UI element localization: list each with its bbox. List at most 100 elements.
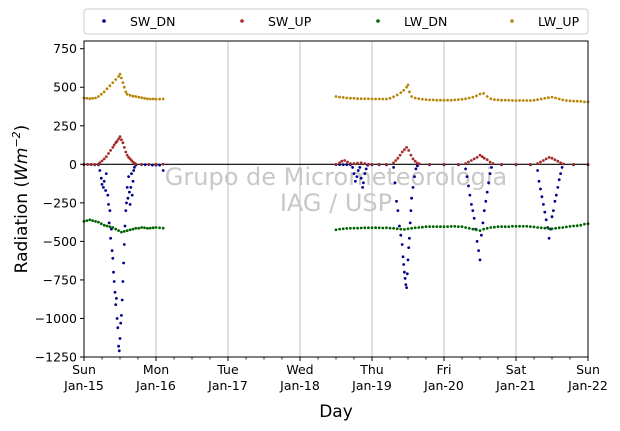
point-lw-up-7 [102,90,106,94]
point-sw-dn-73 [364,167,368,171]
point-sw-dn-70 [361,186,364,189]
point-sw-dn-100 [414,167,418,171]
point-sw-up-83 [556,159,560,163]
point-lw-dn-54 [428,225,431,229]
point-lw-dn-57 [439,225,442,229]
point-lw-dn-28 [334,228,338,232]
point-lw-up-66 [453,98,457,102]
y-axis-label-exponent: −2 [10,131,23,147]
point-sw-dn-72 [363,172,367,176]
point-sw-dn-119 [484,199,488,203]
point-sw-dn-52 [143,163,147,167]
point-lw-up-17 [124,90,128,94]
point-sw-up-80 [547,156,551,159]
point-sw-up-21 [125,153,129,157]
point-lw-up-42 [374,97,377,101]
point-sw-dn-7 [100,183,104,186]
point-sw-up-45 [385,162,388,166]
x-axis: SunJan-15MonJan-16TueJan-17WedJan-18ThuJ… [63,357,608,393]
point-sw-up-82 [553,158,557,162]
point-lw-dn-75 [503,225,507,229]
point-sw-up-37 [349,162,352,165]
point-sw-dn-56 [158,163,162,167]
point-sw-dn-128 [537,179,541,183]
point-sw-dn-27 [117,344,120,348]
y-tick-label-3: 0 [69,157,77,172]
point-lw-dn-81 [525,224,529,228]
point-lw-dn-39 [374,226,377,230]
point-sw-up-53 [407,149,411,152]
series-lw-dn [82,218,590,234]
point-lw-dn-38 [370,226,374,230]
y-tick-label-4: −250 [43,195,77,210]
point-lw-up-16 [122,85,126,89]
point-sw-up-78 [542,159,545,162]
point-lw-dn-60 [449,225,453,228]
point-sw-up-14 [115,139,119,143]
point-lw-dn-89 [554,226,557,230]
point-lw-up-91 [543,96,547,100]
point-sw-up-49 [398,153,402,157]
point-lw-dn-8 [105,224,109,228]
point-sw-dn-144 [560,166,564,169]
point-sw-dn-47 [131,179,135,183]
point-sw-up-71 [488,160,492,164]
point-sw-up-66 [475,156,479,159]
point-lw-up-33 [341,96,345,99]
point-sw-up-40 [359,161,363,165]
point-lw-up-62 [439,98,442,102]
point-sw-dn-138 [552,209,555,213]
point-lw-dn-3 [91,219,94,223]
point-lw-dn-1 [85,219,89,223]
point-lw-dn-97 [583,222,586,226]
point-sw-up-5 [98,161,102,165]
point-sw-dn-10 [104,189,107,192]
point-sw-up-16 [118,135,122,139]
point-lw-dn-56 [435,225,439,229]
point-lw-dn-87 [547,227,550,230]
x-tick-date-2: Jan-17 [207,378,248,393]
point-lw-dn-34 [356,226,359,230]
point-lw-dn-94 [572,224,575,228]
series-layer [82,72,590,353]
point-sw-up-38 [352,162,356,165]
point-lw-up-83 [514,99,518,102]
point-sw-up-8 [104,155,108,159]
point-lw-up-37 [356,97,359,101]
point-lw-up-15 [121,81,125,84]
point-lw-dn-51 [417,226,421,229]
point-sw-dn-44 [129,186,133,189]
point-lw-up-89 [536,98,539,101]
point-sw-dn-111 [472,216,476,220]
point-sw-up-59 [428,162,431,166]
legend-label-sw-dn: SW_DN [130,14,176,29]
point-sw-dn-84 [400,243,404,246]
series-lw-up [82,72,590,104]
point-lw-dn-68 [478,229,482,233]
x-tick-day-2: Tue [216,362,239,377]
point-sw-up-84 [559,161,562,165]
point-lw-up-24 [143,96,146,100]
point-sw-dn-54 [151,163,154,167]
point-lw-up-49 [399,91,403,94]
point-sw-up-19 [122,146,126,149]
point-lw-up-45 [385,97,388,101]
point-sw-dn-89 [404,283,408,286]
point-lw-up-34 [345,96,349,100]
y-axis-label-close: ) [12,125,32,132]
point-sw-up-74 [514,162,518,166]
point-sw-dn-11 [104,172,108,176]
point-lw-dn-23 [148,226,152,230]
point-sw-dn-69 [359,176,363,180]
point-lw-dn-9 [108,225,112,229]
point-lw-dn-14 [122,230,126,233]
point-lw-up-19 [128,93,132,97]
legend-marker-sw-up [240,19,244,23]
x-axis-label: Day [319,402,353,422]
legend: SW_DN SW_UP LW_DN LW_UP [83,8,589,35]
point-sw-dn-97 [410,196,413,200]
point-lw-dn-29 [338,227,341,231]
point-lw-dn-73 [496,225,500,229]
point-lw-up-55 [413,96,417,100]
point-sw-dn-38 [125,201,128,205]
